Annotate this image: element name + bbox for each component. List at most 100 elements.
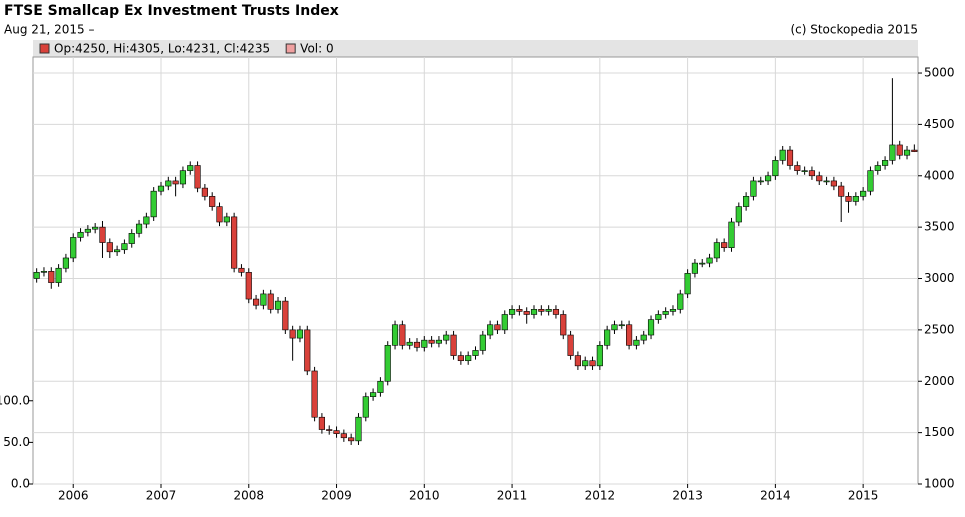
candle-body	[106, 242, 113, 253]
credit: (c) Stockopedia 2015	[790, 23, 918, 37]
candle-body	[194, 165, 201, 189]
candle-body	[377, 380, 384, 393]
candle-body	[421, 339, 428, 348]
y2-tick-label: 2500	[924, 322, 955, 336]
x-tick-label: 2015	[848, 489, 879, 503]
candle-body	[48, 271, 55, 283]
x-tick-label: 2007	[146, 489, 177, 503]
candle-body	[743, 196, 750, 207]
candle-body	[245, 272, 252, 300]
candle-body	[655, 314, 662, 320]
candle-body	[201, 187, 208, 197]
candle-body	[494, 324, 501, 331]
candle-body	[282, 300, 289, 331]
candle-body	[296, 329, 304, 339]
candle-body	[757, 180, 764, 183]
candle-body	[157, 185, 165, 192]
candle-body	[326, 429, 333, 431]
x-tick-label: 2014	[760, 489, 791, 503]
candle-body	[413, 341, 421, 348]
candle-body	[355, 416, 362, 442]
candle-body	[450, 334, 457, 356]
candle-body	[289, 329, 296, 339]
candle-body	[523, 311, 530, 315]
candle-body	[435, 339, 443, 344]
candle-body	[764, 175, 772, 182]
candle-body	[604, 329, 611, 346]
x-tick-label: 2008	[233, 489, 264, 503]
candle-body	[640, 334, 647, 341]
candle-body	[143, 216, 150, 225]
candle-body	[428, 339, 435, 344]
legend-bar	[33, 40, 918, 57]
candle-body	[677, 293, 684, 310]
candle-body	[231, 216, 238, 269]
candle-body	[209, 196, 216, 207]
candle-body	[260, 293, 267, 306]
candle-body	[40, 271, 48, 273]
legend-swatch	[285, 43, 296, 54]
candle-body	[150, 190, 157, 218]
candle-body	[662, 311, 669, 315]
candle-body	[370, 392, 377, 397]
candle-body	[179, 170, 187, 185]
y-tick-label: 50.0	[3, 435, 30, 449]
x-tick-label: 2013	[672, 489, 703, 503]
candle-body	[882, 160, 889, 166]
candle-body	[340, 433, 347, 439]
y2-tick-label: 5000	[924, 66, 955, 80]
legend-label: Vol: 0	[300, 42, 333, 56]
x-tick-label: 2011	[497, 489, 528, 503]
y2-tick-label: 3500	[924, 220, 955, 234]
candle-body	[362, 396, 369, 418]
candle-body	[735, 206, 742, 223]
y2-tick-label: 2000	[924, 374, 955, 388]
y-tick-label: 0.0	[11, 477, 30, 491]
candle-body	[304, 329, 311, 372]
candle-body	[874, 165, 881, 171]
candle-body	[669, 309, 677, 312]
candle-body	[596, 344, 603, 367]
candle-body	[772, 160, 779, 177]
candle-body	[896, 144, 903, 156]
candle-body	[589, 360, 596, 367]
candle-body	[216, 206, 223, 223]
candle-body	[487, 324, 494, 336]
candle-body	[582, 360, 589, 367]
y2-tick-label: 3000	[924, 271, 955, 285]
candle-body	[348, 437, 355, 442]
candle-body	[786, 149, 794, 166]
candle-body	[516, 309, 523, 312]
candle-body	[465, 355, 472, 362]
candle-body	[479, 334, 486, 351]
candle-body	[699, 262, 706, 265]
chart-title: FTSE Smallcap Ex Investment Trusts Index	[4, 3, 339, 19]
candle-body	[391, 324, 399, 346]
plot-frame	[32, 56, 919, 485]
candle-body	[165, 180, 172, 187]
candle-body	[384, 344, 391, 382]
candle-body	[92, 226, 99, 230]
candle-body	[830, 180, 837, 187]
candle-body	[808, 170, 816, 177]
candle-body	[721, 242, 728, 248]
candle-body	[501, 314, 508, 331]
chart-subtitle: Aug 21, 2015 –	[4, 23, 95, 37]
candle-body	[626, 324, 633, 346]
candle-body	[779, 149, 786, 161]
candle-body	[691, 262, 699, 274]
x-tick-label: 2006	[58, 489, 89, 503]
candle-body	[867, 170, 874, 192]
candle-body	[684, 273, 691, 295]
candle-body	[399, 324, 406, 346]
candle-body	[823, 180, 830, 183]
candle-body	[33, 272, 40, 279]
y2-tick-label: 1500	[924, 425, 955, 439]
candle-body	[633, 339, 640, 346]
candle-body	[903, 149, 911, 156]
candle-body	[128, 233, 135, 244]
candle-body	[252, 298, 260, 306]
x-tick-label: 2009	[321, 489, 352, 503]
candle-body	[845, 196, 852, 202]
